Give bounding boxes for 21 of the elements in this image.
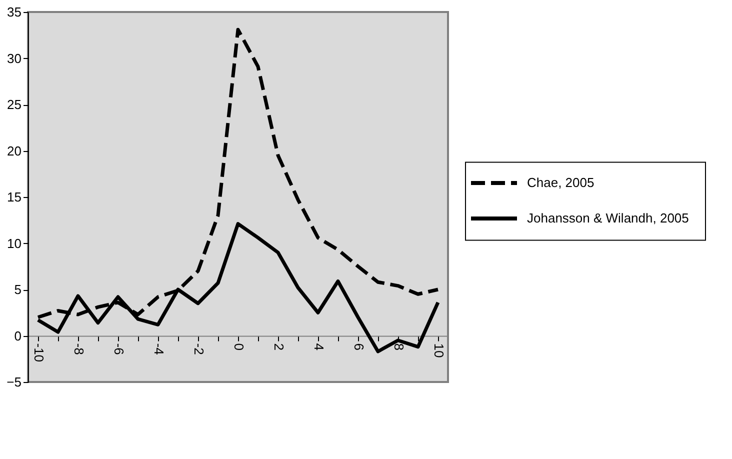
y-tick-label: 15 [7,190,22,204]
y-tick-label: 25 [7,97,22,112]
y-tick-label: 35 [7,4,22,20]
y-tick-label: 10 [7,236,22,251]
x-tick-label: -4 [152,343,166,355]
y-tick-label: 30 [7,50,22,66]
legend-label: Johansson & Wilandh, 2005 [527,210,689,226]
x-tick-label: -2 [192,343,206,355]
y-tick-label: 20 [7,143,22,158]
x-tick-label: -8 [72,343,86,355]
x-tick-label: 10 [432,343,446,358]
x-tick-label: 4 [312,343,326,350]
x-tick-label: 8 [392,343,406,350]
x-tick-label: -6 [112,343,126,355]
x-tick-label: 2 [272,343,286,350]
x-tick-label: 0 [232,343,246,350]
x-tick-label: 6 [352,343,366,350]
legend-label: Chae, 2005 [527,175,594,190]
x-tick-label: -10 [32,343,46,362]
y-tick-label: −5 [6,374,22,390]
y-tick-label: 5 [14,282,22,297]
